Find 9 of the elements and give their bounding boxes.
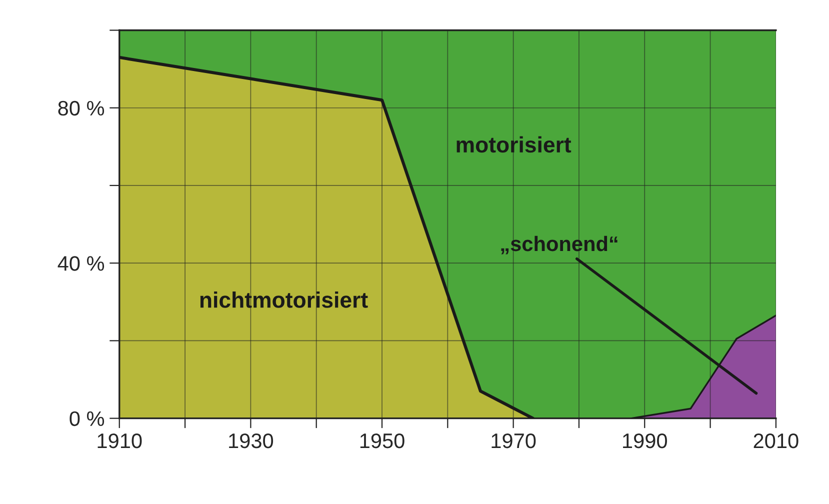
x-tick-label: 2010 <box>754 433 798 448</box>
y-tick-label: 0 % <box>70 411 104 426</box>
x-tick-label: 1970 <box>492 433 536 448</box>
y-tick-label: 40 % <box>58 256 104 271</box>
x-tick-label: 1950 <box>360 433 404 448</box>
x-tick-label: 1930 <box>229 433 274 448</box>
x-tick-label: 1990 <box>623 433 667 448</box>
x-tick-label: 1910 <box>98 433 142 448</box>
y-tick-label: 80 % <box>58 100 104 116</box>
